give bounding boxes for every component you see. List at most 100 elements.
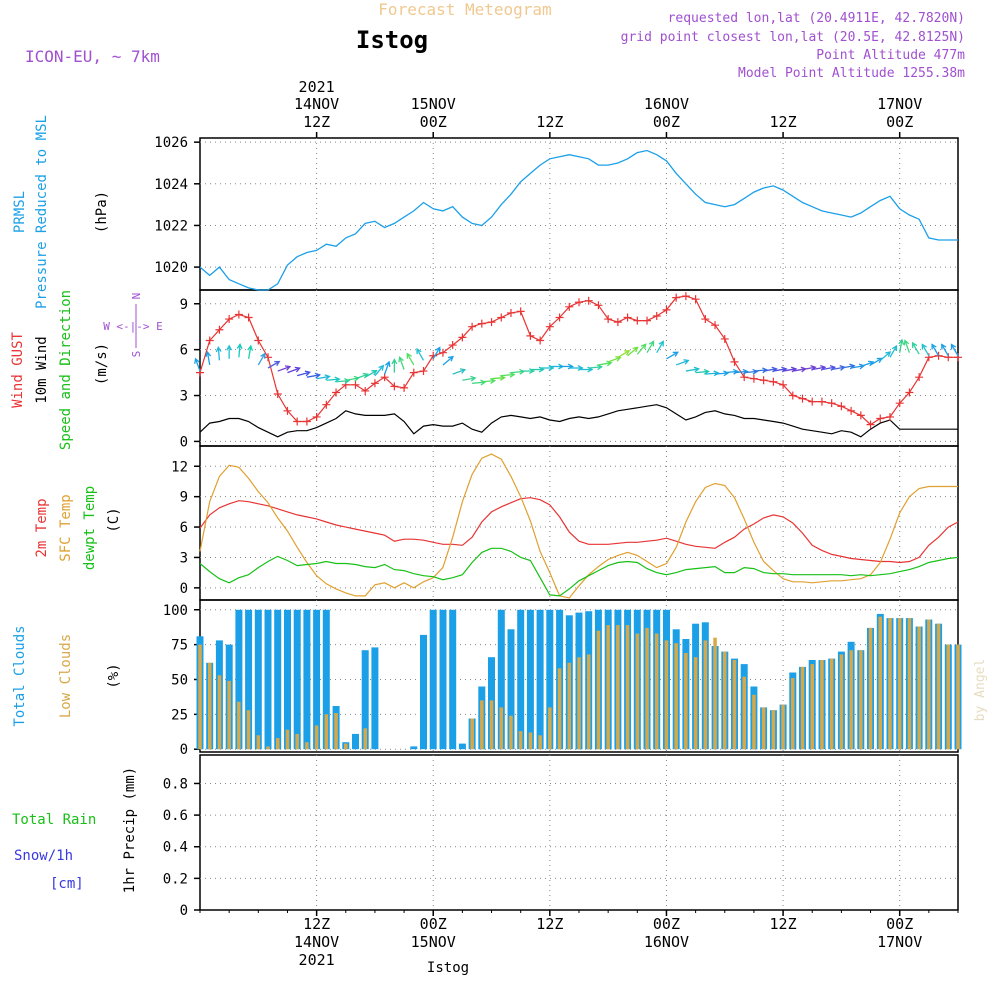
wind-arrow-shaft xyxy=(238,344,241,358)
wind-arrow xyxy=(607,356,622,363)
gust-marker xyxy=(477,319,486,328)
gust-marker xyxy=(555,313,564,322)
wind-arrow-shaft xyxy=(257,353,266,366)
temp-frame xyxy=(199,445,959,601)
gust-marker xyxy=(332,388,341,397)
gust-marker xyxy=(866,420,875,429)
wind-arrow xyxy=(636,343,647,355)
low-cloud-label: Low Clouds xyxy=(58,634,74,718)
wind-arrow xyxy=(236,342,243,358)
point-altitude: Point Altitude 477m xyxy=(816,48,965,63)
wind-arrow-shaft xyxy=(277,366,291,372)
low-cloud-bar xyxy=(907,618,912,750)
low-cloud-bar xyxy=(635,633,640,750)
gust-marker xyxy=(643,316,652,325)
wind-arrow-shaft xyxy=(607,356,621,363)
wind-arrow-shaft xyxy=(306,374,320,378)
wind-arrow-head xyxy=(447,355,454,362)
wind-arrow-head xyxy=(941,343,947,350)
low-cloud-bar xyxy=(208,662,212,750)
wind-arrow-head xyxy=(371,369,378,376)
gust-marker xyxy=(370,379,379,388)
wind-arrow-head xyxy=(903,339,910,346)
wind-arrow-shaft xyxy=(384,361,390,375)
precip-ytick-label: 0.4 xyxy=(163,840,188,856)
wind-arrow-shaft xyxy=(355,373,368,380)
low-cloud-bar xyxy=(509,715,513,750)
faded-title: Forecast Meteogram xyxy=(378,0,551,19)
low-cloud-bar xyxy=(285,729,290,750)
wind-arrow xyxy=(277,365,292,372)
low-cloud-bar xyxy=(344,743,348,750)
compass-s: S xyxy=(130,351,143,358)
gust-marker xyxy=(225,315,234,324)
gust-marker xyxy=(506,308,515,317)
wind-arrow xyxy=(287,366,301,374)
gust-marker xyxy=(575,298,583,307)
wind-arrow-shaft xyxy=(744,370,758,374)
wind-arrow-shaft xyxy=(472,381,486,384)
wind-arrow-shaft xyxy=(941,344,949,357)
cloud-unit: (%) xyxy=(106,663,122,688)
wind-arrow-shaft xyxy=(206,352,211,366)
wind-arrow xyxy=(194,357,201,372)
gust-marker xyxy=(458,333,467,342)
wind-arrow-shaft xyxy=(763,368,777,372)
low-cloud-bar xyxy=(324,714,329,750)
wind-arrow-shaft xyxy=(416,348,425,361)
wind-arrow-shaft xyxy=(588,366,602,369)
gust-marker xyxy=(293,417,302,426)
gust-marker xyxy=(234,310,243,319)
low-cloud-bar xyxy=(528,732,533,750)
low-cloud-bar xyxy=(625,625,630,750)
wind-arrow-shaft xyxy=(617,350,630,358)
wind-arrow-head xyxy=(480,379,487,386)
dewpt-line xyxy=(199,547,959,597)
low-cloud-bar xyxy=(829,658,834,750)
wind-arrow-head xyxy=(632,346,639,353)
wind-arrow-shaft xyxy=(841,365,855,369)
low-cloud-bar xyxy=(237,701,241,750)
gust-marker xyxy=(283,406,292,415)
total-cloud-bar xyxy=(264,609,272,750)
wind-arrow-head xyxy=(294,366,301,373)
wind-arrow-head xyxy=(703,368,710,375)
low-cloud-bar xyxy=(859,650,863,750)
bottom-time-label: 00Z xyxy=(653,915,680,933)
low-cloud-bar xyxy=(363,728,367,750)
wind-arrow xyxy=(656,340,664,354)
total-cloud-bar xyxy=(254,609,262,750)
wind-arrow-head xyxy=(931,343,937,350)
low-cloud-bar xyxy=(606,625,610,750)
precip-ytick-label: 0.2 xyxy=(163,871,188,887)
low-cloud-bar xyxy=(723,651,727,750)
gust-marker xyxy=(681,292,690,301)
gust-marker xyxy=(273,390,282,398)
wind-arrow-shaft xyxy=(374,365,384,377)
wind-arrow-head xyxy=(672,351,679,357)
wind-arrow-head xyxy=(260,352,266,359)
total-cloud-bar xyxy=(449,609,457,750)
low-cloud-bar xyxy=(674,643,678,750)
gust-marker xyxy=(837,402,846,411)
low-cloud-bar xyxy=(246,710,251,750)
wind-unit: (m/s) xyxy=(94,343,110,385)
gust-marker xyxy=(623,313,632,322)
total-cloud-bar xyxy=(284,609,291,750)
gust-marker xyxy=(613,318,622,327)
low-cloud-bar xyxy=(548,707,552,750)
gust-marker xyxy=(526,331,535,340)
gust-marker xyxy=(565,302,574,311)
wind-arrow-shaft xyxy=(194,358,201,372)
low-cloud-bar xyxy=(946,644,950,750)
gust-marker xyxy=(808,397,817,406)
temp-ytick-label: 6 xyxy=(180,520,188,536)
sfc-temp-label: SFC Temp xyxy=(58,494,74,561)
wind-arrow xyxy=(398,356,405,370)
location-title: Istog xyxy=(356,26,428,54)
wind-arrow-head xyxy=(683,359,690,365)
cloud-ytick-label: 100 xyxy=(163,603,188,619)
low-cloud-bar xyxy=(489,700,494,750)
wind-ytick-label: 3 xyxy=(180,389,188,405)
wind-arrow xyxy=(267,360,281,369)
